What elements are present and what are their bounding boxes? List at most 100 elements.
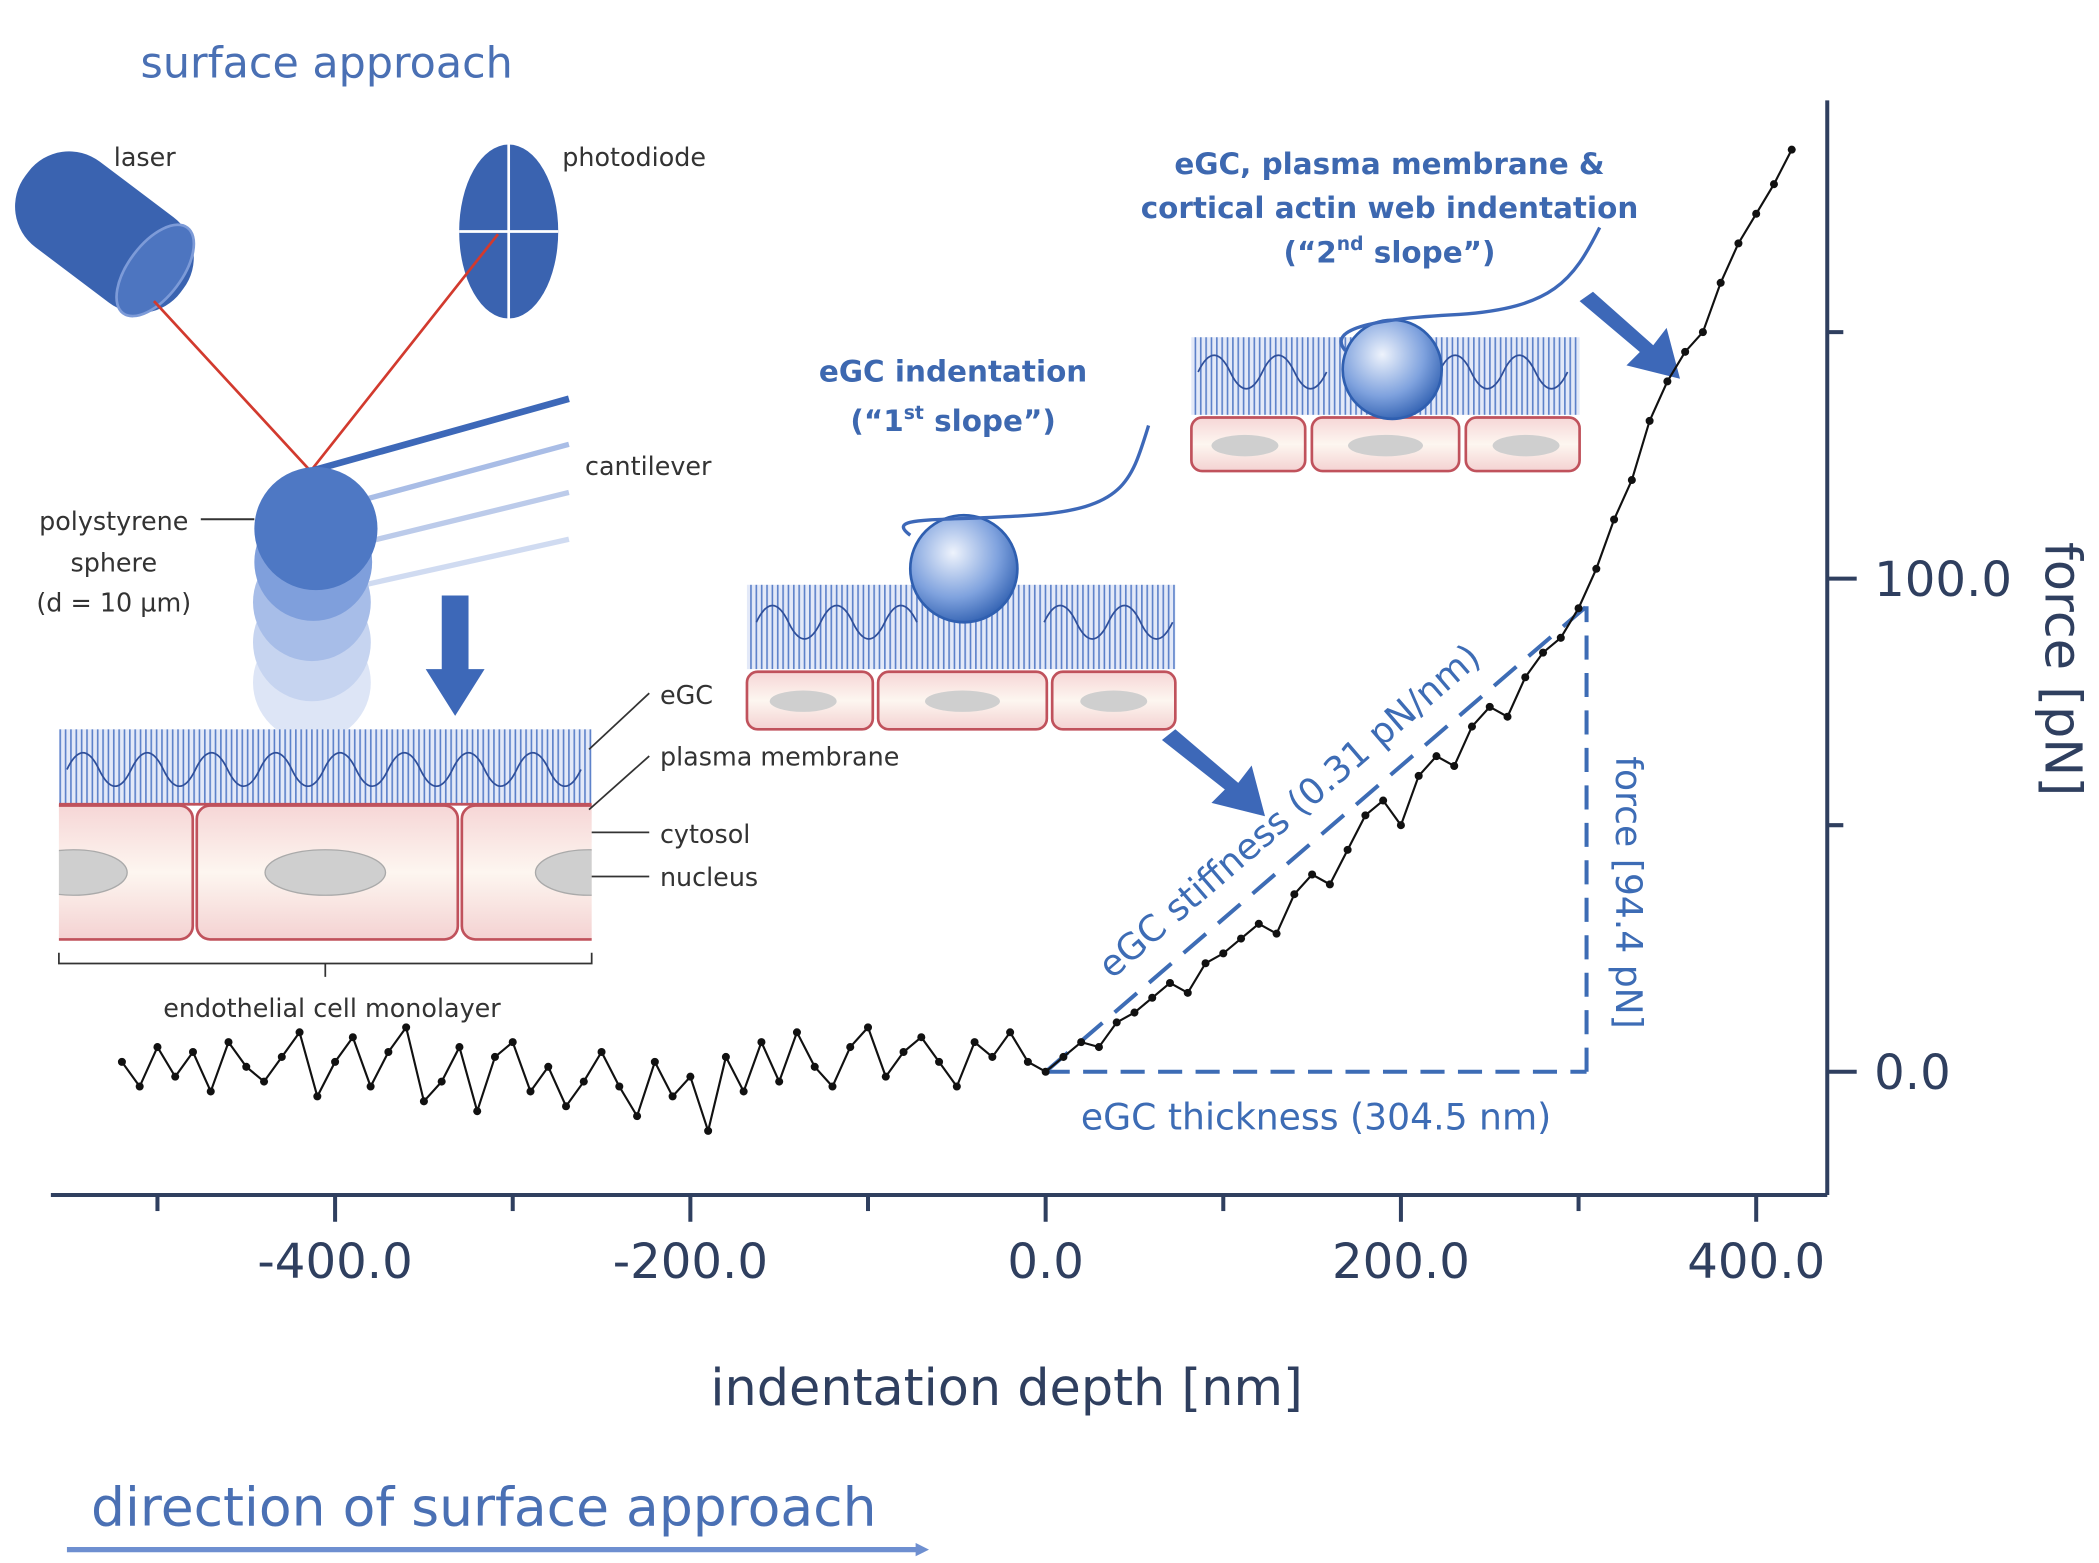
data-point xyxy=(792,1028,801,1037)
force-label: force [94.4 pN] xyxy=(1607,756,1650,1028)
x-tick-label: 200.0 xyxy=(1332,1234,1470,1290)
data-point xyxy=(331,1057,340,1066)
photodiode-label: photodiode xyxy=(562,142,706,172)
data-point xyxy=(1254,919,1263,928)
laser xyxy=(15,151,196,318)
data-point xyxy=(1201,959,1210,968)
data-point xyxy=(863,1023,873,1032)
data-point xyxy=(597,1047,606,1057)
data-point xyxy=(1343,845,1352,854)
data-point xyxy=(881,1072,890,1081)
data-point xyxy=(1485,702,1494,711)
data-point xyxy=(402,1023,411,1032)
y-tick-label: 100.0 xyxy=(1874,552,2012,608)
data-point xyxy=(1592,564,1601,573)
y-axis-label: force [pN] xyxy=(2033,542,2092,796)
data-point xyxy=(686,1072,695,1081)
data-point xyxy=(935,1057,944,1066)
data-point xyxy=(1396,821,1405,830)
data-point xyxy=(1521,673,1530,682)
data-point xyxy=(260,1077,269,1086)
x-tick-label: -200.0 xyxy=(613,1234,768,1290)
data-point xyxy=(1077,1038,1086,1047)
data-point xyxy=(1574,604,1583,613)
data-point xyxy=(490,1052,499,1061)
stiffness-line xyxy=(1044,604,1588,1074)
approach-arrow xyxy=(425,595,485,716)
data-point xyxy=(952,1082,961,1091)
data-point xyxy=(1610,515,1619,524)
data-point xyxy=(1769,180,1778,189)
data-point xyxy=(473,1107,482,1116)
data-point xyxy=(419,1097,428,1106)
data-point xyxy=(899,1047,908,1057)
data-point xyxy=(1112,1018,1121,1027)
x-tick-label: 0.0 xyxy=(1007,1234,1084,1290)
data-point xyxy=(970,1038,979,1047)
sphere xyxy=(254,467,378,591)
data-point xyxy=(1361,811,1370,820)
data-point xyxy=(437,1077,446,1086)
data-point xyxy=(775,1077,784,1086)
inset-label: cortical actin web indentation xyxy=(1141,191,1639,225)
data-point xyxy=(1006,1028,1015,1037)
data-point xyxy=(1627,476,1636,485)
cell-layer xyxy=(58,729,592,941)
data-point xyxy=(455,1043,464,1052)
data-point xyxy=(1308,870,1317,879)
thickness-label: eGC thickness (304.5 nm) xyxy=(1081,1095,1551,1138)
data-point xyxy=(668,1092,677,1101)
data-point xyxy=(188,1047,197,1057)
data-point xyxy=(526,1087,535,1096)
diagram-title: surface approach xyxy=(141,39,513,89)
data-point xyxy=(242,1062,251,1071)
cantilever-label: cantilever xyxy=(585,451,712,481)
inset-label: (“1st slope”) xyxy=(850,403,1055,438)
data-point xyxy=(508,1038,517,1047)
data-point xyxy=(1734,239,1743,248)
cantilever xyxy=(309,395,570,475)
data-point xyxy=(579,1077,588,1086)
inset-label: eGC indentation xyxy=(819,354,1087,388)
data-point xyxy=(1219,949,1228,958)
data-point xyxy=(917,1033,926,1042)
data-point xyxy=(544,1062,553,1071)
data-point xyxy=(153,1043,162,1052)
data-point xyxy=(348,1033,357,1042)
data-point xyxy=(295,1028,304,1037)
data-point xyxy=(224,1038,233,1047)
data-point xyxy=(1556,633,1565,642)
data-point xyxy=(739,1087,748,1096)
data-point xyxy=(171,1072,180,1081)
setup-diagram: surface approach laser photodiode cantil… xyxy=(15,39,899,1023)
data-point xyxy=(1094,1043,1103,1052)
data-point xyxy=(384,1047,393,1057)
data-point xyxy=(846,1043,855,1052)
data-point xyxy=(135,1082,144,1091)
data-point xyxy=(1698,328,1707,337)
laser-label: laser xyxy=(114,142,177,172)
data-point xyxy=(206,1087,215,1096)
data-point xyxy=(1539,648,1548,657)
data-point xyxy=(1645,416,1654,425)
data-point xyxy=(988,1052,997,1061)
layer-label: eGC xyxy=(660,680,713,710)
y-tick-label: 0.0 xyxy=(1874,1045,1951,1101)
sphere-label: sphere xyxy=(70,547,157,577)
data-point xyxy=(828,1082,837,1091)
inset-label: (“2nd slope”) xyxy=(1284,234,1496,269)
data-point xyxy=(1290,890,1299,899)
layer-label: cytosol xyxy=(660,819,750,849)
data-point xyxy=(1325,880,1334,889)
data-point xyxy=(650,1057,659,1066)
first-slope-inset: eGC indentation (“1st slope”) xyxy=(745,354,1266,817)
data-point xyxy=(704,1126,713,1135)
data-point xyxy=(1467,722,1476,731)
sphere-label: (d = 10 µm) xyxy=(36,588,191,618)
data-point xyxy=(1414,771,1423,780)
data-point xyxy=(633,1112,642,1121)
data-point xyxy=(1130,1008,1139,1017)
data-point xyxy=(1272,929,1281,938)
